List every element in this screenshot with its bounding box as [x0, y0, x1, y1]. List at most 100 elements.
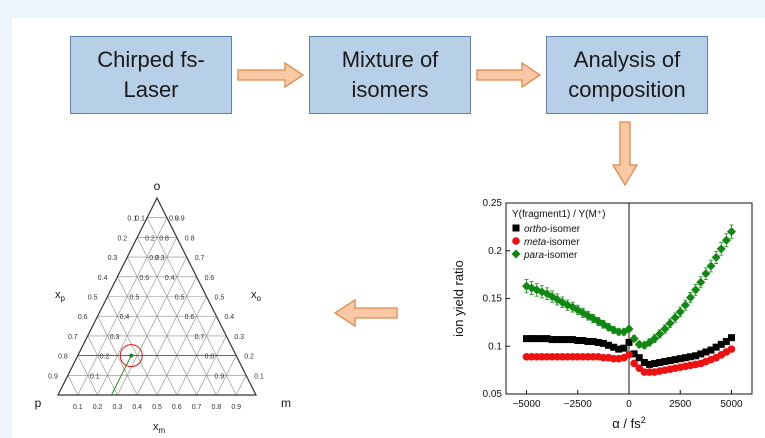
- tick-label-xp: 0.2: [117, 235, 127, 242]
- y-tick-label: 0.15: [483, 294, 503, 305]
- legend-marker: [511, 249, 521, 259]
- data-point: [630, 359, 638, 368]
- tick-label-inner-right: 0.3: [155, 255, 165, 262]
- tick-label-inner-right: 0.4: [165, 275, 175, 282]
- tick-label-inner-right: 0.9: [214, 373, 224, 380]
- ternary-frame: [57, 196, 257, 396]
- axis-label-xo: xo: [251, 289, 262, 303]
- x-tick-label: −5000: [512, 399, 541, 410]
- plot-ticks: −5000 −2500 0 2500 5000 0.05 0.1 0.15 0.2 0.25: [483, 198, 744, 410]
- ternary-gridline: [146, 217, 237, 396]
- vertex-label-m: m: [281, 396, 291, 410]
- data-point: [630, 350, 638, 358]
- ternary-tick-labels: 0.10.10.10.10.10.20.20.20.20.20.30.30.30…: [48, 216, 264, 411]
- data-point: [569, 336, 577, 344]
- ternary-gridline: [77, 355, 98, 396]
- data-point: [717, 340, 725, 348]
- data-point: [727, 345, 736, 353]
- data-point: [533, 335, 541, 343]
- tick-label-xo: 0.7: [195, 255, 205, 262]
- tick-label-xm: 0.9: [231, 404, 241, 411]
- x-tick-label: 0: [626, 399, 632, 410]
- arrow-laser-to-mixture: [237, 61, 305, 89]
- data-point: [697, 350, 705, 358]
- tick-label-xp: 0.1: [127, 216, 137, 223]
- y-axis-label: ion yield ratio: [451, 260, 466, 337]
- legend-marker: [512, 237, 520, 245]
- laser-box: Chirped fs- Laser: [70, 36, 232, 114]
- data-point: [711, 252, 721, 262]
- data-point: [660, 324, 670, 334]
- x-axis-label: α / fs2: [612, 415, 645, 431]
- analysis-box: Analysis of composition: [546, 36, 708, 114]
- arrow-mixture-to-analysis: [476, 61, 542, 89]
- tick-label-inner-left: 0.6: [139, 275, 149, 282]
- tick-label-xp: 0.7: [68, 334, 78, 341]
- tick-label-inner-left: 0.8: [159, 235, 169, 242]
- ternary-gridline: [67, 375, 79, 396]
- tick-label-xp: 0.8: [58, 354, 68, 361]
- data-point: [722, 337, 730, 345]
- data-point: [661, 358, 669, 366]
- data-point: [584, 337, 592, 345]
- data-point: [543, 335, 551, 343]
- tick-label-xm: 0.6: [172, 404, 182, 411]
- data-point: [702, 348, 710, 356]
- data-point: [680, 300, 690, 310]
- tick-label-inner-right: 0.2: [145, 235, 155, 242]
- ternary-diagram: 0.10.10.10.10.10.20.20.20.20.20.30.30.30…: [35, 179, 291, 435]
- ternary-gridline: [87, 335, 118, 396]
- data-point: [712, 343, 720, 351]
- composition-circle: [119, 344, 143, 368]
- y-tick-label: 0.1: [488, 341, 502, 352]
- data-point: [681, 354, 689, 362]
- x-tick-label: −2500: [564, 399, 593, 410]
- tick-label-xm: 0.3: [113, 404, 123, 411]
- left-band: [0, 0, 12, 438]
- tick-label-inner-right: 0.6: [185, 314, 195, 321]
- data-point: [696, 277, 706, 287]
- tick-label-xo: 0.1: [254, 373, 264, 380]
- tick-label-xo: 0.2: [244, 354, 254, 361]
- legend-marker: [512, 224, 520, 232]
- tick-label-inner-right: 0.7: [195, 334, 205, 341]
- data-point: [625, 338, 633, 346]
- mixture-box: Mixture of isomers: [309, 36, 471, 114]
- legend: Y(fragment1) / Y(M⁺) ortho-isomer meta-is…: [511, 209, 605, 261]
- tick-label-xo: 0.8: [185, 235, 195, 242]
- tick-label-xm: 0.2: [93, 404, 103, 411]
- data-point: [538, 335, 546, 343]
- data-point: [640, 358, 648, 366]
- series-meta-isomer: [522, 345, 736, 376]
- ternary-gridline: [235, 375, 247, 396]
- ternary-gridline: [156, 296, 207, 396]
- data-point: [721, 235, 731, 245]
- arrow-plot-to-ternary: [333, 298, 398, 328]
- tick-label-xm: 0.1: [73, 404, 83, 411]
- plot-series: [522, 224, 736, 376]
- data-point: [625, 351, 633, 359]
- ion-yield-plot: −5000 −2500 0 2500 5000 0.05 0.1 0.15 0.2 0.25 io…: [451, 198, 753, 431]
- tick-label-xm: 0.5: [152, 404, 162, 411]
- data-point: [691, 285, 701, 295]
- ternary-gridline: [117, 256, 187, 396]
- ternary-gridline: [77, 217, 168, 396]
- tick-label-xo: 0.9: [175, 216, 185, 223]
- top-band: [0, 0, 765, 18]
- data-point: [687, 353, 694, 361]
- data-point: [605, 341, 612, 349]
- tick-label-inner-left: 0.4: [120, 314, 130, 321]
- data-point: [579, 337, 587, 345]
- tick-label-xo: 0.5: [215, 295, 225, 302]
- series-ortho-isomer: [523, 334, 735, 368]
- axis-label-xm: xm: [153, 421, 166, 435]
- composition-point: [129, 353, 134, 358]
- data-point: [528, 335, 536, 343]
- tick-label-xo: 0.6: [205, 275, 215, 282]
- data-point: [635, 354, 643, 362]
- tick-label-xp: 0.4: [98, 275, 108, 282]
- tick-label-inner-left: 0.9: [169, 216, 179, 223]
- data-point: [671, 356, 679, 364]
- data-point: [706, 261, 716, 271]
